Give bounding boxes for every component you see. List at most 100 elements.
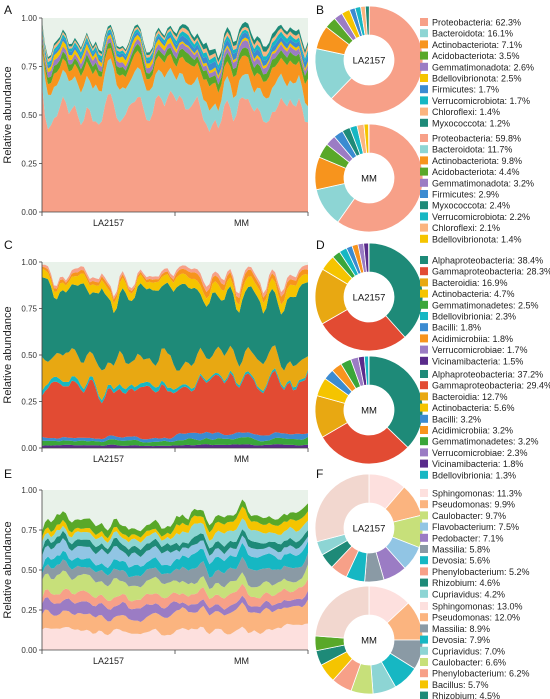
legend-swatch-massilia [420,624,428,633]
legend-swatch-devosia [420,556,428,565]
legend-label-pseudomonas: Pseudomonas: 12.0% [432,613,520,623]
legend-label-proteobacteria: Proteobacteria: 59.8% [432,134,521,144]
legend-swatch-caulobacter [420,511,428,520]
series-area-phenylobacterium [42,578,308,610]
series-area-gemmatimonadetes [42,437,308,447]
series-area-bdellovibrionia [42,368,308,404]
series-area-alphaproteobacteria [42,277,308,371]
legend-label-bacteroidia: Bacteroidia: 12.7% [432,392,508,402]
legend-label-actinobacteria: Actinobacteria: 4.7% [432,289,515,299]
series-area-pedobacter [42,590,308,622]
legend-swatch-gemmatimonadota [420,62,428,71]
legend-swatch-bacilli [420,414,428,423]
legend-swatch-sphingomonas [420,489,428,497]
legend-label-alphaproteobacteria: Alphaproteobacteria: 37.2% [432,370,543,380]
panel-letter-c: C [4,238,13,252]
legend-label-firmicutes: Firmicutes: 1.7% [432,85,499,95]
legend-label-alphaproteobacteria: Alphaproteobacteria: 38.4% [432,256,543,266]
legend-label-massilia: Massilia: 8.9% [432,624,490,634]
y-tick-label: 0.50 [21,351,37,360]
legend-label-bdellovibrionia: Bdellovibrionia: 1.3% [432,470,516,480]
legend-label-pseudomonas: Pseudomonas: 9.9% [432,500,515,510]
y-tick-label: 1.00 [21,14,37,23]
donut-slice-remainder [314,585,370,639]
legend-label-massilia: Massilia: 5.8% [432,545,490,555]
y-tick-label: 0.00 [21,208,37,217]
group-label-mm: MM [234,454,249,464]
area-chart-a: 0.00 0.25 0.50 0.75 1.00 LA2157 MM Relative abu… [2,14,309,228]
donut-slice-myxococcota [364,5,370,36]
series-area-proteobacteria [42,83,308,212]
legend-swatch-verrucomicrobiota [420,96,428,105]
legend-label-phenylobacterium: Phenylobacterium: 6.2% [432,669,530,679]
legend-swatch-bdellovibrionia [420,312,428,320]
legend-swatch-massilia [420,545,428,553]
legend-label-bdellovibrionota: Bdellovibrionota: 2.5% [432,74,522,84]
legend-swatch-gemmatimonadota [420,178,428,187]
legend-label-chloroflexi: Chloroflexi: 2.1% [432,223,500,233]
panel-letter-e: E [4,467,12,481]
legend-label-acidobacteriota: Acidobacteriota: 4.4% [432,167,520,177]
legend-label-actinobacteriota: Actinobacteriota: 7.1% [432,40,522,50]
y-tick-label: 0.50 [21,111,37,120]
donut-slice-proteobacteria [330,5,424,115]
legend-swatch-cupriavidus [420,589,428,598]
y-tick-label: 0.25 [21,160,37,169]
legend-swatch-alphaproteobacteria [420,256,428,264]
legend-swatch-phenylobacterium [420,567,428,576]
y-tick-label: 0.75 [21,526,37,535]
legend-swatch-firmicutes [420,85,428,94]
legend-label-bacteroidota: Bacteroidota: 11.7% [432,145,512,155]
series-area-rhizobium [42,529,308,558]
y-tick-label: 0.75 [21,305,37,314]
legend-swatch-bdellovibrionia [420,470,428,479]
series-area-bacilli [42,431,308,443]
y-tick-label: 1.00 [21,486,37,495]
legend-label-myxococcota: Myxococcota: 2.4% [432,201,510,211]
legend-label-bdellovibrionia: Bdellovibrionia: 2.3% [432,312,516,322]
legend-swatch-gammaproteobacteria [420,381,428,390]
panel-letter-f: F [316,467,323,481]
legend-swatch-pedobacter [420,533,428,542]
donut-group-f: LA2157 Sphingomonas: 11.3%Pseudomonas: 9.… [314,473,530,699]
series-area-actinobacteria [42,268,308,315]
donut-slice-alphaproteobacteria [368,355,424,449]
legend-swatch-bdellovibrionota [420,74,428,82]
legend-swatch-actinobacteria [420,289,428,298]
series-area-mucilaginibacter [42,499,308,539]
legend-swatch-bacilli [420,323,428,332]
series-area-bacteroidota [42,49,308,132]
series-area-bacteroidia [42,345,308,401]
legend-label-gammaproteobacteria: Gammaproteobacteria: 29.4% [432,381,550,391]
legend-swatch-actinobacteriota [420,40,428,49]
legend-swatch-vicinamibacteria [420,356,428,365]
legend-label-bacilli: Bacilli: 3.2% [432,414,481,424]
legend-label-caulobacter: Caulobacter: 9.7% [432,511,506,521]
legend-label-vicinamibacteria: Vicinamibacteria: 1.5% [432,356,523,366]
group-label-mm: MM [234,656,249,666]
donut-center-label: MM [361,174,377,185]
legend-label-myxococcota: Myxococcota: 1.2% [432,118,510,128]
legend-swatch-actinobacteriota [420,156,428,165]
series-area-massilia [42,552,308,589]
legend-swatch-actinobacteria [420,403,428,412]
group-label-la2157: LA2157 [93,218,124,228]
donut-slice-proteobacteria [337,123,424,233]
panel-letter-a: A [4,3,12,17]
legend-swatch-chloroflexi [420,223,428,232]
chart-layer: 0.00 0.25 0.50 0.75 1.00 LA2157 MM Relative abu… [2,5,550,699]
series-area-bacillus [42,506,308,543]
legend-swatch-pseudomonas [420,500,428,509]
legend-label-gemmatimonadetes: Gemmatimonadetes: 3.2% [432,437,539,447]
donut-center-label: LA2157 [353,524,386,535]
legend-swatch-acidimicrobiia [420,426,428,434]
series-area-verrucomicrobiae [42,264,308,300]
panel-letter-d: D [316,238,325,252]
legend-swatch-sphingomonas [420,602,428,610]
series-area-acidimicrobiia [42,266,308,305]
legend-label-flavobacterium: Flavobacterium: 7.5% [432,522,519,532]
legend-swatch-proteobacteria [420,134,428,142]
series-area-firmicutes [42,27,308,76]
legend-label-devosia: Devosia: 7.9% [432,635,490,645]
